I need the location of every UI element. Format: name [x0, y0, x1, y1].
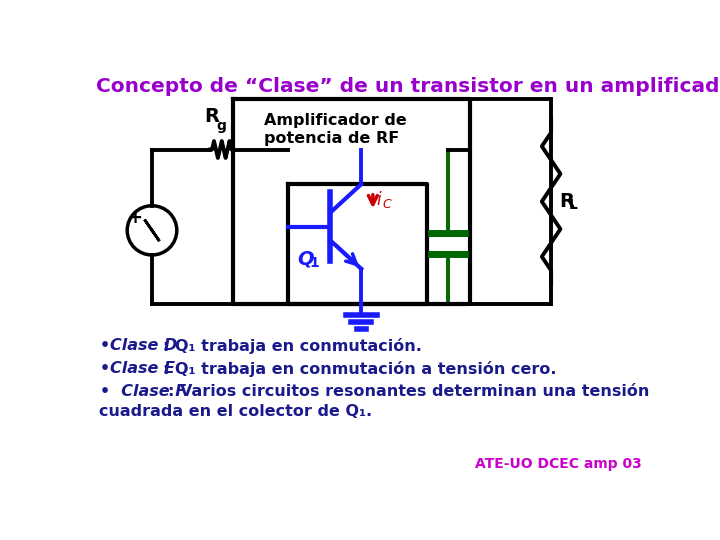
Text: Concepto de “Clase” de un transistor en un amplificador (II): Concepto de “Clase” de un transistor en …: [96, 77, 720, 96]
Text: R: R: [559, 192, 574, 211]
Text: •: •: [99, 361, 109, 376]
Text: Clase D: Clase D: [110, 338, 177, 353]
Text: •: •: [99, 338, 109, 353]
Text: cuadrada en el colector de Q₁.: cuadrada en el colector de Q₁.: [99, 404, 372, 420]
Text: Clase E: Clase E: [110, 361, 175, 376]
Text: •: •: [99, 384, 109, 400]
Text: : Varios circuitos resonantes determinan una tensión: : Varios circuitos resonantes determinan…: [168, 384, 649, 400]
Text: ATE-UO DCEC amp 03: ATE-UO DCEC amp 03: [475, 457, 642, 471]
Text: Q: Q: [297, 249, 313, 268]
Text: L: L: [569, 198, 578, 212]
Text: : Q₁ trabaja en conmutación a tensión cero.: : Q₁ trabaja en conmutación a tensión ce…: [163, 361, 557, 377]
Text: +: +: [127, 209, 143, 227]
Text: i: i: [376, 191, 381, 209]
Text: R: R: [204, 107, 220, 126]
Text: : Q₁ trabaja en conmutación.: : Q₁ trabaja en conmutación.: [163, 338, 422, 354]
Text: 1: 1: [310, 256, 319, 270]
Text: C: C: [383, 198, 392, 211]
Text: g: g: [216, 119, 226, 132]
Text: Amplificador de
potencia de RF: Amplificador de potencia de RF: [264, 113, 407, 146]
Text: Clase F: Clase F: [110, 384, 186, 400]
